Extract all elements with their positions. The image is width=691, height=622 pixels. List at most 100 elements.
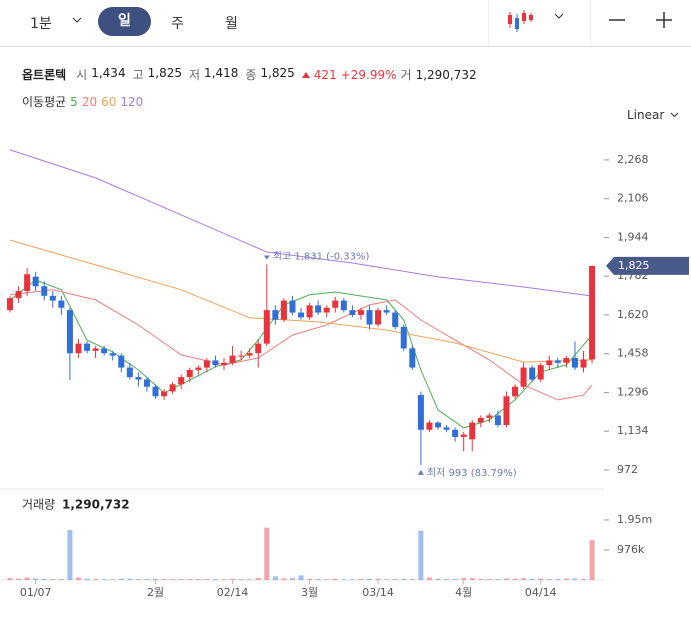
candle-body [49, 295, 56, 301]
candle-body [229, 355, 236, 363]
candle-body [186, 369, 193, 378]
chevron[interactable] [72, 17, 82, 25]
volume-bar [110, 579, 116, 580]
candle-body [58, 300, 65, 308]
candle-body [554, 360, 561, 363]
x-tick-label: 03/14 [362, 586, 394, 599]
volume-bar [238, 579, 244, 580]
candle-body [435, 422, 441, 428]
candle-body [255, 343, 262, 354]
ma-line [9, 289, 593, 401]
ma-line [9, 239, 593, 363]
volume-bar [444, 579, 450, 580]
high-marker [263, 255, 270, 260]
volume-bar [349, 579, 355, 580]
candle-body [512, 386, 519, 397]
volume-bar [84, 578, 90, 580]
candle-body [460, 434, 467, 437]
last-price-label: 1,825 [618, 259, 650, 272]
x-tick-label: 02/14 [217, 586, 249, 599]
volume-bar [178, 579, 184, 580]
scale-select[interactable]: Linear [627, 108, 679, 122]
volume-bar [572, 578, 578, 580]
candle-body [477, 417, 484, 423]
y-tick-label: 2,106 [617, 192, 649, 205]
candle-body [221, 362, 227, 366]
volume-bar [478, 579, 484, 580]
candle-body [315, 305, 322, 313]
volume-bar [392, 579, 398, 580]
tab[interactable]: 1분 [30, 16, 52, 32]
volume-bar [401, 578, 407, 580]
field-label: 시 [76, 68, 88, 82]
volume-last: 1,290,732 [62, 498, 130, 512]
tab[interactable]: 주 [171, 16, 184, 32]
candle-body [32, 276, 39, 287]
chevron [670, 112, 679, 118]
candle-body [263, 310, 270, 344]
candle-body [24, 274, 31, 292]
candle-body [409, 348, 416, 368]
volume-bar [461, 578, 467, 580]
tab[interactable]: 월 [225, 16, 238, 32]
candle-body [443, 427, 450, 430]
volume-bar [264, 527, 270, 580]
volume-bar [41, 578, 47, 580]
candle-body [589, 265, 596, 360]
volume-bar [195, 579, 201, 580]
candle-body [383, 310, 390, 313]
y-tick-label: 1,134 [617, 424, 649, 437]
ma-legend-item: 20 [81, 94, 98, 109]
low-marker [417, 469, 424, 475]
volume-bar [75, 577, 81, 580]
volume-bar [272, 576, 278, 580]
candle-body [520, 367, 527, 387]
zoom-out[interactable] [607, 10, 627, 30]
volume-bar [469, 578, 475, 580]
volume-bar [153, 578, 159, 580]
volume-bar [170, 579, 176, 580]
volume-bar [93, 579, 99, 580]
chevron[interactable] [554, 13, 564, 21]
volume-bar [367, 578, 373, 580]
volume-title: 거래량 [22, 498, 55, 512]
ma-legend-item: 120 [120, 94, 144, 109]
volume-bar [563, 578, 569, 580]
candle-body [143, 379, 150, 387]
volume-bar [418, 530, 424, 580]
candle-body [332, 300, 339, 308]
zoom-in[interactable] [654, 10, 674, 30]
candle-body [135, 377, 142, 380]
volume-bar [341, 579, 347, 580]
last-price-marker [606, 256, 689, 275]
separator [590, 0, 591, 46]
candle-body [503, 396, 510, 425]
volume-bar [452, 579, 458, 580]
volume-bar [7, 578, 13, 580]
candle-body [289, 300, 296, 313]
volume-bar [33, 578, 39, 580]
volume-bar [127, 578, 133, 580]
volume-bar [426, 577, 432, 580]
field-value: 1,825 [147, 66, 182, 80]
volume-bar [221, 579, 227, 580]
candle-body [238, 355, 245, 357]
volume-label: 거 [400, 68, 412, 82]
candle-body [118, 355, 125, 368]
volume-bar [324, 579, 330, 580]
chart-type-icon[interactable] [506, 8, 534, 34]
volume-bar [555, 579, 561, 580]
candle-body [357, 310, 364, 315]
tab-selected[interactable]: 일 [98, 7, 151, 36]
change-pct: +29.99% [340, 67, 397, 82]
ma-legend-item: 5 [70, 94, 78, 109]
volume-bar [581, 579, 587, 580]
candle-body [169, 384, 176, 392]
y-tick-label: 1,296 [617, 385, 649, 398]
volume-bar [298, 575, 304, 580]
candle-body [212, 360, 219, 366]
stock-name: 옵트론텍 [22, 68, 67, 82]
x-tick-label: 3월 [301, 586, 318, 599]
field-label: 종 [245, 68, 257, 82]
